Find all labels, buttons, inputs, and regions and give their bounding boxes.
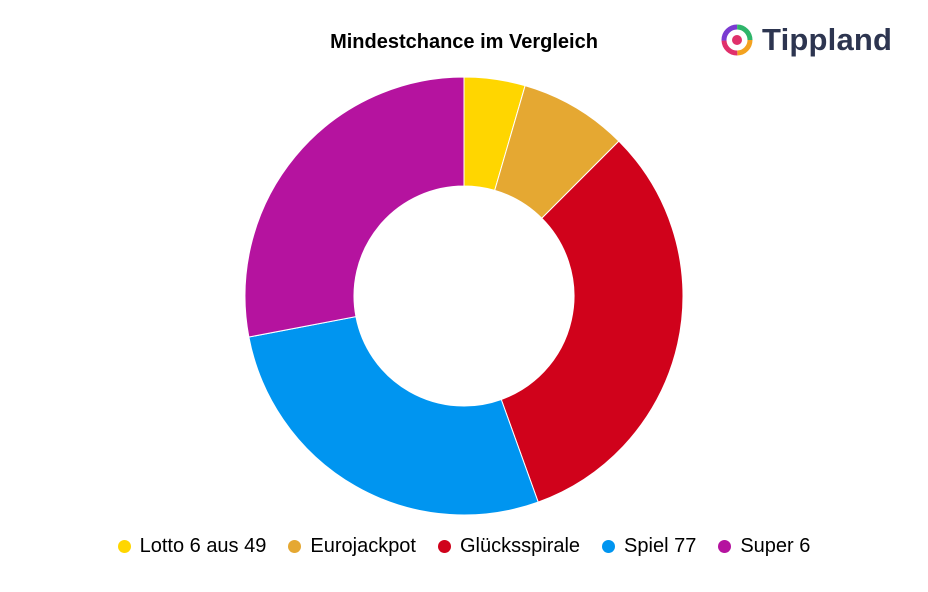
legend-item: Eurojackpot — [288, 535, 416, 558]
slice-super-6 — [244, 76, 465, 338]
legend-dot-icon — [718, 540, 732, 553]
chart-legend: Lotto 6 aus 49 Eurojackpot Glücksspirale Sp… — [0, 535, 928, 558]
legend-label: Spiel 77 — [624, 535, 697, 557]
legend-dot-icon — [117, 540, 131, 553]
brand-logo[interactable]: Tippland — [720, 20, 892, 60]
tippland-logo-icon — [721, 24, 753, 56]
legend-label: Super 6 — [740, 535, 811, 557]
legend-item: Spiel 77 — [602, 535, 696, 558]
legend-item: Lotto 6 aus 49 — [117, 535, 267, 558]
legend-label: Lotto 6 aus 49 — [139, 535, 267, 557]
legend-dot-icon — [288, 540, 302, 553]
legend-item: Super 6 — [718, 535, 810, 558]
legend-dot-icon — [602, 540, 616, 553]
legend-dot-icon — [438, 540, 451, 553]
brand-name: Tippland — [762, 22, 893, 57]
legend-label: Glücksspirale — [460, 535, 581, 557]
chart-title: Mindestchance im Vergleich — [330, 31, 598, 53]
legend-item: Glücksspirale — [438, 535, 580, 558]
slice-spiel-77 — [248, 316, 539, 516]
slice-gl-cksspirale — [500, 140, 684, 503]
legend-label: Eurojackpot — [310, 535, 416, 557]
